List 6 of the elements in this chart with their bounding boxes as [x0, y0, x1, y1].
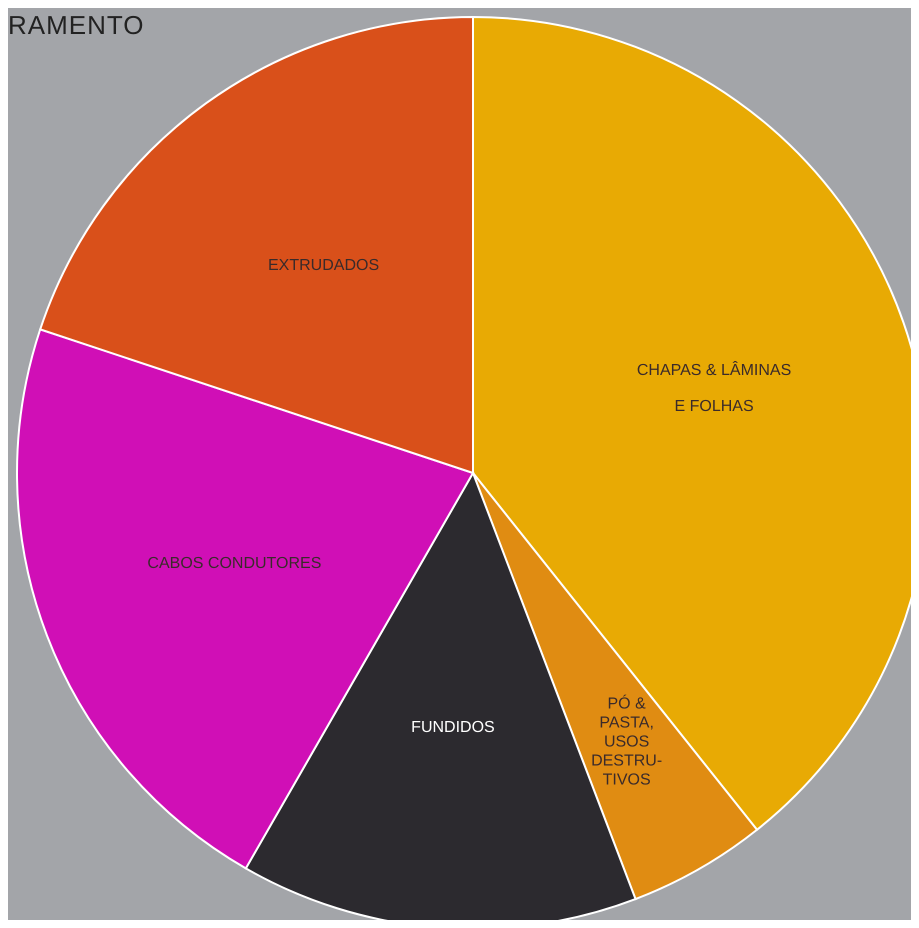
chart-title: RAMENTO: [8, 10, 145, 41]
slice-label: EXTRUDADOS: [268, 257, 380, 274]
slice-label: FUNDIDOS: [411, 718, 495, 736]
slice-label: CABOS CONDUTORES: [147, 555, 322, 572]
slice-label: PÓ & PASTA, USOS DESTRU- TIVOS: [591, 694, 662, 789]
slice-label: CHAPAS & LÂMINAS E FOLHAS: [636, 360, 792, 416]
